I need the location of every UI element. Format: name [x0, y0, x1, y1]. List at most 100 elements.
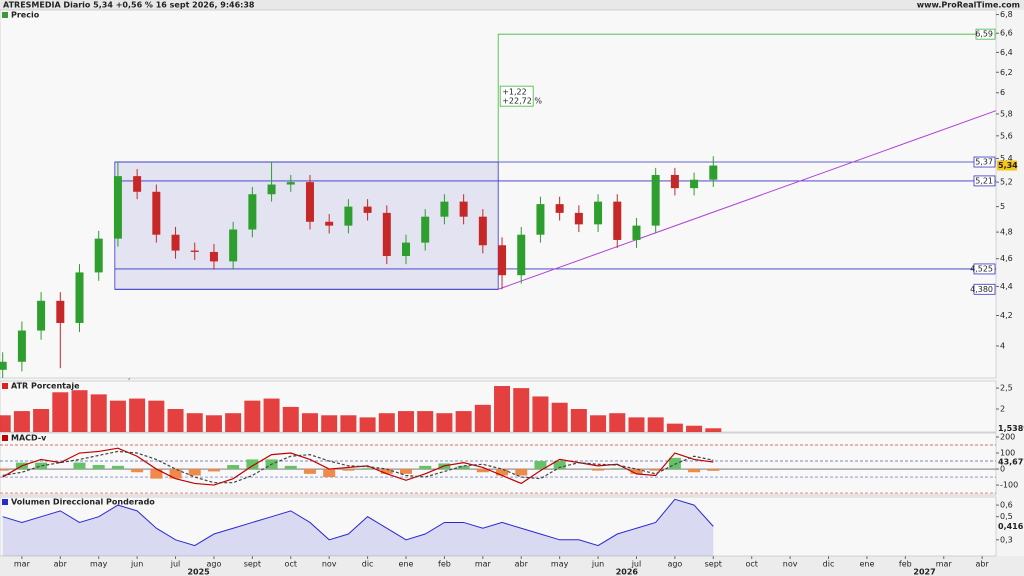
- candle-body: [594, 201, 603, 225]
- candle-body: [555, 204, 564, 213]
- bar: [186, 413, 203, 432]
- candle-body: [382, 212, 391, 256]
- level-box: [973, 175, 996, 187]
- measure-box: [499, 85, 534, 107]
- bar: [263, 398, 280, 432]
- bar: [71, 390, 88, 432]
- header-title: ATRESMEDIA Diario 5,34 +0,56 % 16 sept 2…: [3, 1, 255, 10]
- x-tick-label: dic: [823, 560, 835, 569]
- current-label: 1,5389: [998, 424, 1024, 433]
- panel-title: ATR Porcentaje: [11, 382, 80, 391]
- candle-body: [229, 229, 238, 262]
- candle-body: [498, 245, 507, 276]
- candle-body: [459, 201, 468, 217]
- histogram-bar: [0, 469, 9, 471]
- candle-body: [113, 176, 122, 239]
- bar: [13, 411, 30, 432]
- bar: [628, 417, 645, 432]
- bar: [282, 406, 299, 432]
- level-label: 5,37: [975, 158, 993, 167]
- area-line: [2, 498, 714, 547]
- panel-title: Volumen Direccional Ponderado: [11, 498, 155, 507]
- measure-percent: +22,72 %: [502, 97, 542, 106]
- y-tick-label: 4,6: [1000, 254, 1013, 263]
- x-tick-label: mar: [14, 560, 31, 569]
- candle-body: [478, 216, 487, 246]
- y-tick-label: 5,2: [1000, 178, 1013, 187]
- y-tick-label: 4,2: [1000, 311, 1013, 320]
- candle-body: [632, 225, 641, 240]
- bar: [301, 413, 318, 432]
- level-label: 4,380: [970, 285, 993, 294]
- candle-body: [613, 201, 622, 240]
- bar: [321, 415, 338, 432]
- y-tick-label: 6,4: [1000, 48, 1013, 57]
- histogram-bar: [246, 459, 259, 470]
- candle-body: [267, 184, 276, 195]
- histogram-bar: [361, 468, 374, 470]
- bar: [398, 411, 415, 432]
- bar: [532, 396, 549, 432]
- trendline: [498, 110, 997, 290]
- bar: [148, 400, 165, 432]
- panel-title: MACD-v: [11, 434, 47, 443]
- candle-body: [402, 242, 411, 256]
- bar: [551, 402, 568, 432]
- bar: [494, 386, 511, 432]
- candle-body: [325, 221, 334, 226]
- x-tick-label: ene: [399, 560, 414, 569]
- x-tick-label: abr: [515, 560, 529, 569]
- y-tick-label: 2: [1000, 405, 1005, 414]
- legend-swatch: [2, 383, 8, 389]
- bar: [33, 409, 50, 432]
- histogram-bar: [515, 469, 528, 476]
- y-tick-label: 200: [1000, 433, 1015, 442]
- y-tick-label: 5,4: [1000, 154, 1013, 163]
- candle-body: [248, 194, 257, 230]
- bar: [378, 413, 395, 432]
- candle-body: [651, 174, 660, 226]
- histogram-bar: [323, 469, 336, 478]
- histogram-bar: [73, 462, 86, 470]
- histogram-bar: [342, 469, 355, 471]
- histogram-bar: [707, 469, 720, 471]
- bar: [244, 400, 261, 432]
- histogram-bar: [419, 465, 432, 470]
- histogram-bar: [611, 468, 624, 470]
- bar: [52, 392, 69, 432]
- candle-body: [56, 300, 65, 323]
- x-tick-label: feb: [899, 560, 912, 569]
- y-tick-label: 6: [1000, 88, 1005, 97]
- legend-swatch: [2, 499, 8, 505]
- x-tick-label: dic: [362, 560, 374, 569]
- histogram-bar: [553, 461, 566, 470]
- histogram-bar: [534, 461, 547, 470]
- x-tick-label: mar: [936, 560, 953, 569]
- bar: [474, 404, 491, 432]
- legend-swatch: [2, 12, 8, 18]
- x-tick-label: feb: [438, 560, 451, 569]
- x-tick-label: ago: [667, 560, 682, 569]
- y-tick-label: 6,2: [1000, 68, 1013, 77]
- histogram-bar: [630, 469, 643, 474]
- measure-change: +1,22: [502, 88, 527, 97]
- candle-body: [17, 330, 26, 362]
- histogram-bar: [131, 469, 144, 473]
- y-tick-label: 5,8: [1000, 109, 1013, 118]
- panel-title: Precio: [11, 11, 40, 20]
- candle-body: [152, 191, 161, 235]
- x-tick-label: abr: [976, 560, 990, 569]
- y-tick-label: 0,5: [1000, 512, 1013, 521]
- current-box: [997, 160, 1017, 171]
- bar: [225, 413, 242, 432]
- histogram-bar: [284, 465, 297, 470]
- candle-body: [37, 300, 46, 331]
- y-tick-label: 4,4: [1000, 282, 1013, 291]
- y-tick-label: 5: [1000, 202, 1005, 211]
- year-label: 2025: [187, 568, 210, 576]
- current-label: 43,677: [998, 458, 1024, 467]
- x-tick-label: jul: [631, 560, 642, 569]
- y-tick-label: 0,6: [1000, 501, 1013, 510]
- candle-body: [305, 182, 314, 222]
- x-axis-bar: [0, 556, 1024, 576]
